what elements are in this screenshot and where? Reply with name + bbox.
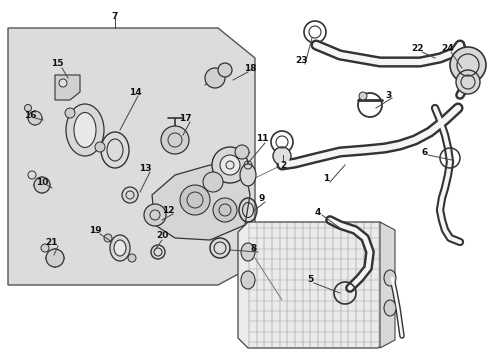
- Polygon shape: [379, 222, 394, 348]
- Text: 16: 16: [24, 111, 36, 120]
- Circle shape: [34, 177, 50, 193]
- Text: 14: 14: [128, 87, 141, 96]
- Circle shape: [122, 187, 138, 203]
- Polygon shape: [55, 75, 80, 100]
- Polygon shape: [238, 222, 389, 348]
- Ellipse shape: [383, 300, 395, 316]
- Ellipse shape: [241, 271, 254, 289]
- Text: 18: 18: [243, 63, 256, 72]
- Ellipse shape: [383, 270, 395, 286]
- Text: 9: 9: [258, 194, 264, 202]
- Ellipse shape: [66, 104, 104, 156]
- Text: 5: 5: [306, 275, 312, 284]
- Circle shape: [143, 204, 165, 226]
- Circle shape: [212, 147, 247, 183]
- Circle shape: [28, 111, 42, 125]
- Text: 22: 22: [411, 44, 424, 53]
- Circle shape: [204, 68, 224, 88]
- Circle shape: [272, 147, 290, 165]
- Text: 13: 13: [139, 163, 151, 172]
- Circle shape: [95, 142, 105, 152]
- Circle shape: [104, 234, 112, 242]
- Circle shape: [65, 108, 75, 118]
- Text: 1: 1: [322, 174, 328, 183]
- Circle shape: [213, 198, 237, 222]
- Text: 20: 20: [156, 230, 168, 239]
- Text: 4: 4: [314, 207, 321, 216]
- Text: 7: 7: [112, 12, 118, 21]
- Circle shape: [455, 70, 479, 94]
- Text: 23: 23: [295, 55, 307, 64]
- Polygon shape: [152, 165, 249, 240]
- Text: 12: 12: [162, 206, 174, 215]
- Circle shape: [358, 92, 366, 100]
- Ellipse shape: [74, 112, 96, 148]
- Ellipse shape: [240, 164, 256, 186]
- Text: 17: 17: [178, 113, 191, 122]
- Text: 3: 3: [384, 90, 390, 99]
- Circle shape: [220, 155, 240, 175]
- Circle shape: [46, 249, 64, 267]
- Text: 6: 6: [421, 148, 427, 157]
- Ellipse shape: [110, 235, 130, 261]
- Text: 21: 21: [46, 238, 58, 247]
- Text: 8: 8: [250, 243, 257, 252]
- Ellipse shape: [114, 240, 126, 256]
- Ellipse shape: [241, 243, 254, 261]
- Polygon shape: [8, 28, 254, 285]
- Circle shape: [449, 47, 485, 83]
- Circle shape: [218, 63, 231, 77]
- Text: 15: 15: [51, 59, 63, 68]
- Text: 10: 10: [36, 177, 48, 186]
- Text: 11: 11: [255, 134, 268, 143]
- Text: 19: 19: [88, 225, 101, 234]
- Text: 24: 24: [441, 44, 453, 53]
- Circle shape: [128, 254, 136, 262]
- Circle shape: [24, 104, 31, 112]
- Circle shape: [59, 79, 67, 87]
- Circle shape: [235, 145, 248, 159]
- Circle shape: [41, 244, 49, 252]
- Circle shape: [180, 185, 209, 215]
- Circle shape: [161, 126, 189, 154]
- Circle shape: [203, 172, 223, 192]
- Text: 2: 2: [279, 161, 285, 170]
